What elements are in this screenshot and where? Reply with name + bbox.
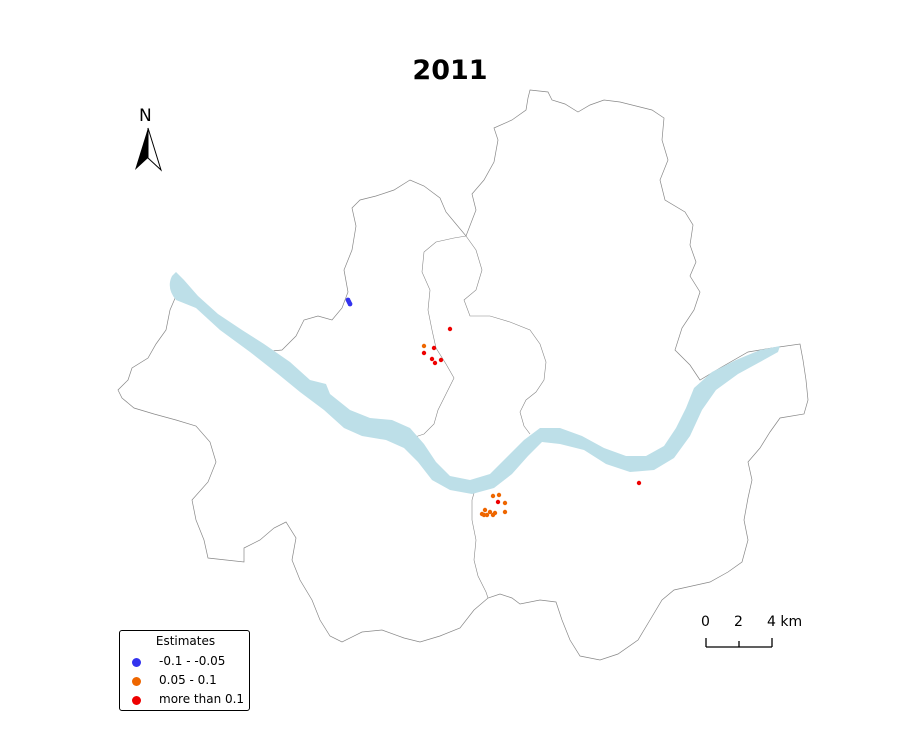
points-orange [421,343,508,518]
scale-tick-4: 4 km [767,614,803,630]
north-arrow-icon [135,127,163,172]
legend-label: -0.1 - -0.05 [159,654,226,668]
legend-dot-icon [132,658,141,667]
legend-dot-icon [132,696,141,705]
point-red [421,350,427,356]
point-red [431,345,437,351]
north-label: N [139,106,152,126]
point-red [495,499,501,505]
point-orange [490,493,496,499]
legend-title: Estimates [155,634,216,648]
scale-bar [705,638,773,648]
map-title: 2011 [412,55,488,86]
point-orange [492,510,498,516]
point-red [438,357,444,363]
point-orange [484,512,490,518]
legend-dot-icon [132,677,141,686]
point-orange [487,509,493,515]
district-boundary [411,235,547,599]
point-orange [496,492,502,498]
legend-label: more than 0.1 [159,692,245,706]
point-red [432,360,438,366]
points-red [421,326,642,505]
point-orange [482,507,488,513]
point-red [429,356,435,362]
points-blue [345,297,353,307]
point-red [447,326,453,332]
scale-tick-2: 2 [734,614,743,630]
point-blue [347,301,353,307]
point-orange [502,509,508,515]
legend: Estimates -0.1 - -0.05 0.05 - 0.1 more t… [119,630,250,711]
han-river [169,272,780,494]
point-orange [421,343,427,349]
legend-label: 0.05 - 0.1 [159,673,217,687]
city-boundary [117,89,809,661]
point-orange [502,500,508,506]
point-red [636,480,642,486]
scale-tick-0: 0 [701,614,710,630]
